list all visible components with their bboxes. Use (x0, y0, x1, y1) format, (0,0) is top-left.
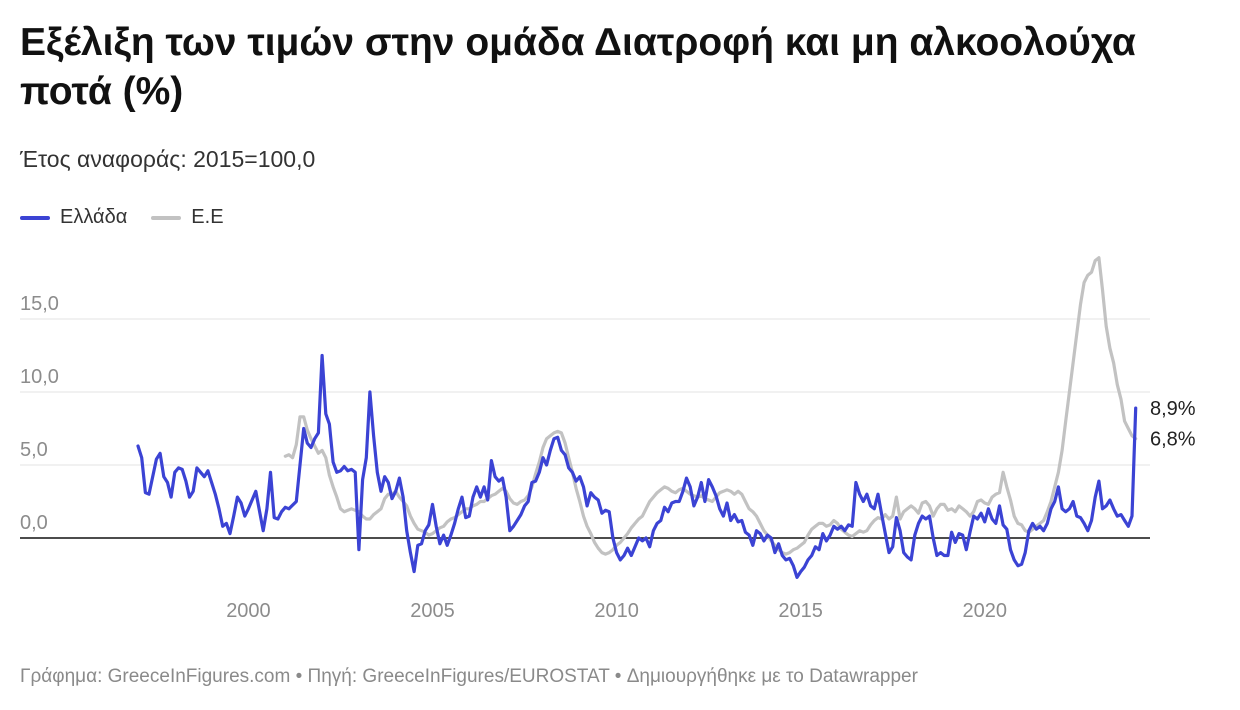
x-tick-label: 2010 (594, 600, 639, 622)
legend-swatch-greece (20, 215, 50, 220)
x-axis-labels: 2000 2005 2010 2015 2020 (226, 600, 1007, 622)
legend-item-eu: Ε.Ε (151, 206, 224, 229)
y-axis-labels: 0,0 5,0 10,0 15,0 (20, 293, 59, 534)
x-tick-label: 2015 (778, 600, 823, 622)
chart-title: Εξέλιξη των τιμών στην ομάδα Διατροφή κα… (20, 21, 1136, 113)
grid-lines (20, 318, 1150, 539)
x-tick-label: 2000 (226, 600, 271, 622)
y-tick-label: 10,0 (20, 366, 59, 388)
end-label-eu: 6,8% (1150, 429, 1196, 451)
legend-label-eu: Ε.Ε (191, 206, 224, 228)
end-value-labels: 8,9% 6,8% (1150, 398, 1196, 451)
series-line-greece (136, 353, 1138, 579)
series-lines (136, 256, 1138, 579)
y-tick-label: 15,0 (20, 293, 59, 315)
end-label-greece: 8,9% (1150, 398, 1196, 420)
y-tick-label: 0,0 (20, 512, 48, 534)
legend-label-greece: Ελλάδα (60, 206, 128, 228)
y-tick-label: 5,0 (20, 439, 48, 461)
legend-swatch-eu (151, 215, 182, 220)
legend: Ελλάδα Ε.Ε (20, 206, 224, 229)
x-tick-label: 2020 (962, 600, 1007, 622)
series-line-eu (283, 256, 1138, 556)
x-tick-label: 2005 (410, 600, 455, 622)
source-footer: Γράφημα: GreeceInFigures.com • Πηγή: Gre… (20, 666, 918, 687)
legend-item-greece: Ελλάδα (20, 206, 127, 229)
line-chart: 0,0 5,0 10,0 15,0 2000 2005 2010 2015 2020 8,9%… (20, 256, 1196, 622)
chart-subtitle: Έτος αναφοράς: 2015=100,0 (20, 146, 316, 172)
